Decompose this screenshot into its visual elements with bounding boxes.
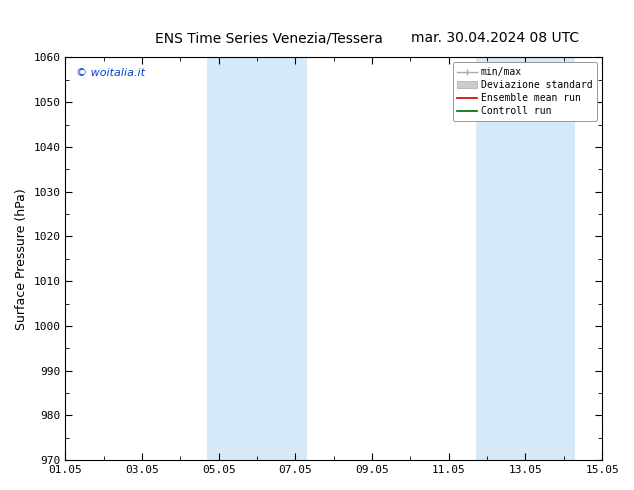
Text: ENS Time Series Venezia/Tessera: ENS Time Series Venezia/Tessera bbox=[155, 31, 384, 46]
Y-axis label: Surface Pressure (hPa): Surface Pressure (hPa) bbox=[15, 188, 28, 330]
Bar bbox=[476, 57, 575, 460]
Text: mar. 30.04.2024 08 UTC: mar. 30.04.2024 08 UTC bbox=[411, 31, 579, 46]
Legend: min/max, Deviazione standard, Ensemble mean run, Controll run: min/max, Deviazione standard, Ensemble m… bbox=[453, 62, 597, 121]
Bar bbox=[207, 57, 307, 460]
Text: © woitalia.it: © woitalia.it bbox=[76, 68, 145, 77]
